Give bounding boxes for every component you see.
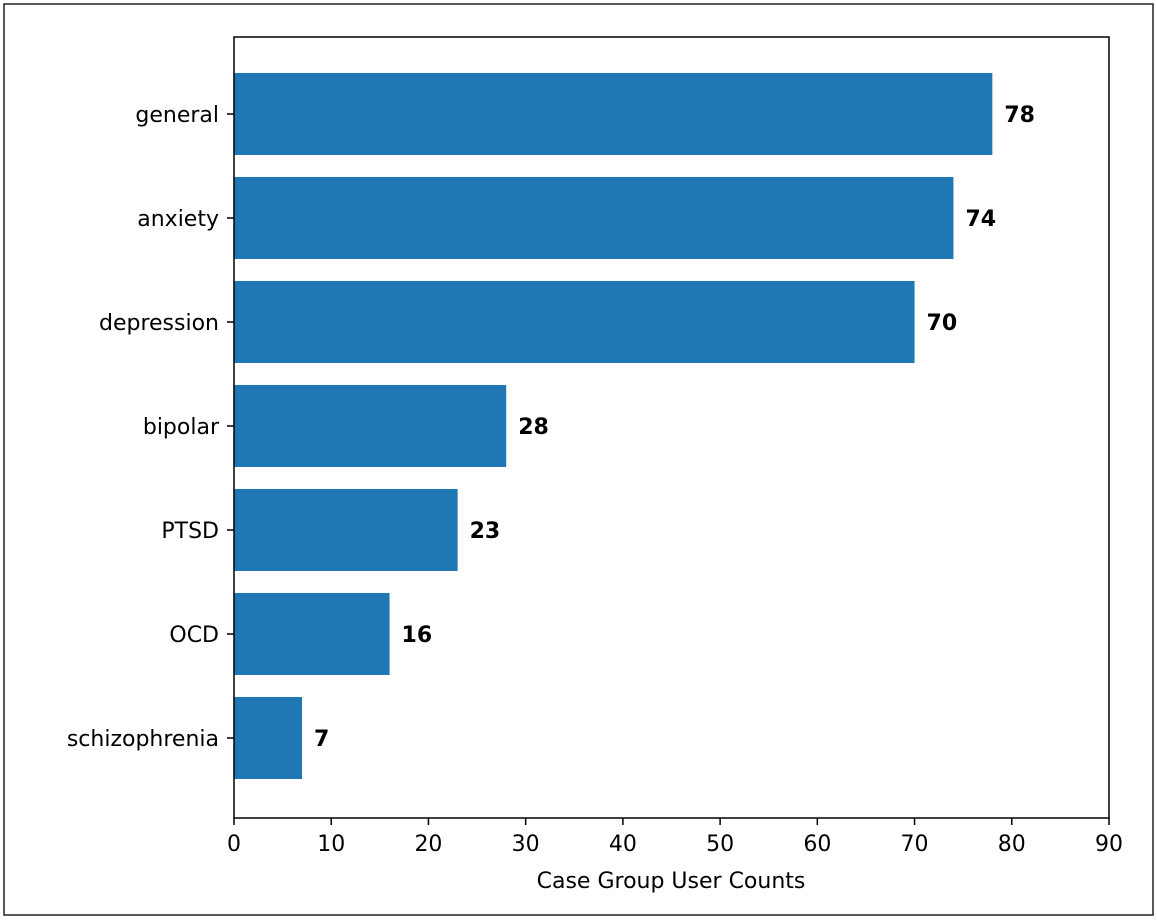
- x-tick-label-80: 80: [998, 832, 1026, 857]
- x-tick-label-90: 90: [1095, 832, 1123, 857]
- plot-frame: [233, 36, 1110, 819]
- x-tick-label-0: 0: [227, 832, 241, 857]
- value-label-ptsd: 23: [470, 519, 501, 544]
- y-axis: general anxiety depression bipolar PTSD OCD sc…: [67, 103, 234, 752]
- x-tick-label-70: 70: [901, 832, 929, 857]
- bar-general: [234, 73, 993, 155]
- value-label-schizophrenia: 7: [314, 727, 329, 752]
- y-tick-label-bipolar: bipolar: [143, 415, 220, 440]
- x-tick-label-50: 50: [706, 832, 734, 857]
- value-label-anxiety: 74: [965, 207, 996, 232]
- x-tick-label-60: 60: [803, 832, 831, 857]
- y-tick-label-ocd: OCD: [169, 623, 219, 648]
- bar-depression: [234, 281, 915, 363]
- value-label-bipolar: 28: [518, 415, 549, 440]
- value-label-ocd: 16: [402, 623, 433, 648]
- x-axis: 0 10 20 30 40 50 60 70 80 90: [227, 818, 1123, 857]
- x-tick-label-20: 20: [414, 832, 442, 857]
- value-labels-layer: 78 74 70 28 23 16 7: [314, 103, 1035, 752]
- y-tick-label-ptsd: PTSD: [161, 519, 219, 544]
- y-tick-label-depression: depression: [99, 311, 219, 336]
- bar-anxiety: [234, 177, 954, 259]
- bar-ptsd: [234, 489, 458, 571]
- y-tick-label-general: general: [135, 103, 219, 128]
- value-label-general: 78: [1004, 103, 1035, 128]
- x-tick-label-10: 10: [317, 832, 345, 857]
- x-tick-label-30: 30: [512, 832, 540, 857]
- figure-border: [3, 3, 1154, 916]
- bar-schizophrenia: [234, 697, 303, 779]
- y-tick-label-anxiety: anxiety: [137, 207, 219, 232]
- y-tick-label-schizophrenia: schizophrenia: [67, 727, 219, 752]
- bar-bipolar: [234, 385, 507, 467]
- value-label-depression: 70: [927, 311, 958, 336]
- x-axis-title: Case Group User Counts: [537, 869, 806, 894]
- x-tick-label-40: 40: [609, 832, 637, 857]
- bar-ocd: [234, 593, 390, 675]
- bars-layer: [234, 73, 993, 779]
